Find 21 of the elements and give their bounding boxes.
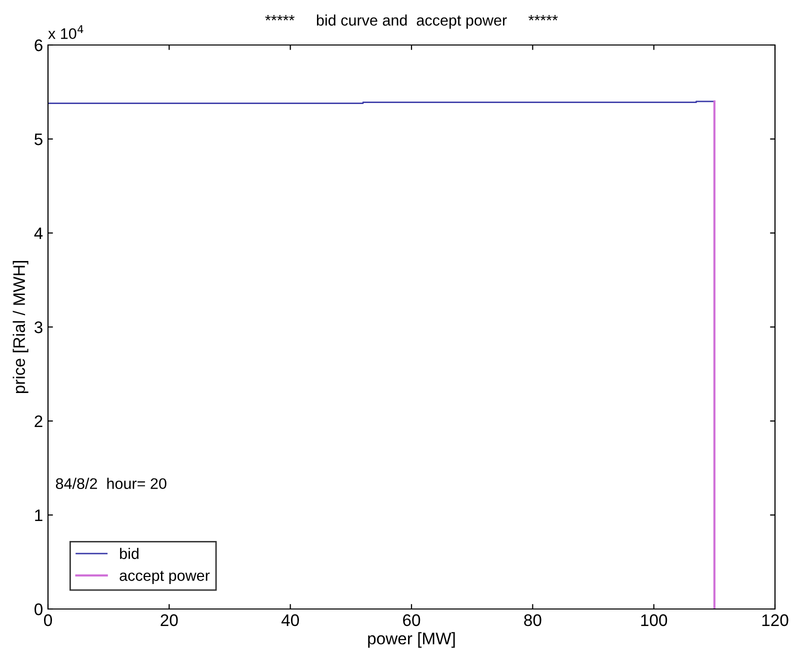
y-tick-label: 5	[34, 134, 42, 146]
y-tick-label: 2	[34, 415, 42, 428]
legend-label: accept power	[120, 570, 210, 584]
x-tick-label: 100	[641, 614, 668, 626]
y-tick-label: 3	[34, 321, 42, 334]
y-axis-title: price [Rial / MWH]	[12, 261, 28, 394]
x-tick-label: 0	[44, 614, 52, 626]
x-tick-label: 120	[762, 614, 788, 626]
chart-title: ***** bid curve and accept power *****	[265, 14, 558, 29]
x-axis-title: power [MW]	[368, 632, 455, 648]
annotation: 84/8/2 hour= 20	[56, 478, 166, 490]
legend-label: bid	[120, 548, 138, 560]
y-tick-label: 1	[35, 510, 42, 522]
y-tick-label: 4	[34, 228, 43, 240]
x-tick-label: 20	[160, 614, 178, 626]
text: x 10$^{4}$	[48, 25, 84, 40]
y-tick-label: 6	[34, 39, 42, 52]
x-tick-label: 60	[403, 614, 420, 626]
x-tick-label: 80	[524, 614, 542, 626]
y-tick-label: 0	[34, 603, 42, 616]
x-tick-label: 40	[281, 614, 299, 626]
